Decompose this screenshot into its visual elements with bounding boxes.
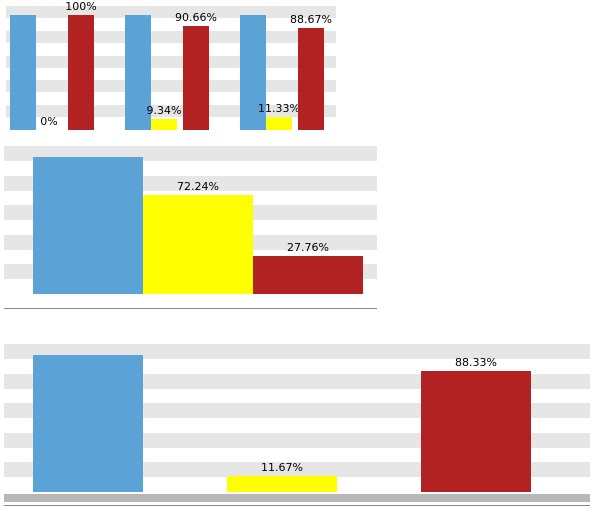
- chart-2-baseline: [4, 308, 377, 309]
- data-label: 9.34%: [146, 104, 182, 117]
- chart-3-axis-bar: [4, 494, 590, 502]
- data-label: 72.24%: [177, 180, 219, 193]
- data-label: 88.33%: [455, 356, 497, 369]
- bar-series-0-group-2: [240, 15, 266, 130]
- chart-1-grouped-bars: 0% 100% 9.34% 90.66% 11.33% 88.67%: [6, 1, 336, 130]
- grid-band: [4, 344, 590, 359]
- bar-series-2-group-2: [298, 28, 324, 130]
- bar-0: [33, 157, 143, 294]
- bar-series-2-group-1: [183, 26, 209, 130]
- bar-1: [227, 476, 337, 492]
- grid-band: [6, 31, 336, 43]
- data-label: 100%: [65, 0, 97, 13]
- bar-series-2-group-0: [68, 15, 94, 130]
- data-label: 11.33%: [258, 102, 300, 115]
- grid-band: [6, 80, 336, 92]
- bar-series-1-group-1: [151, 119, 177, 130]
- bar-series-0-group-1: [125, 15, 151, 130]
- grid-band: [6, 56, 336, 68]
- chart-3-baseline: [4, 505, 590, 506]
- data-label: 90.66%: [175, 11, 217, 24]
- bar-2: [421, 371, 531, 492]
- bar-0: [33, 355, 143, 492]
- chart-3-bars: 11.67% 88.33%: [4, 344, 590, 492]
- bar-1: [143, 195, 253, 294]
- data-label: 0%: [40, 115, 58, 128]
- data-label: 11.67%: [261, 461, 303, 474]
- data-label: 88.67%: [290, 13, 332, 26]
- bar-series-1-group-2: [266, 117, 292, 130]
- data-label: 27.76%: [287, 241, 329, 254]
- bar-2: [253, 256, 363, 294]
- chart-2-bars: 72.24% 27.76%: [4, 146, 377, 294]
- bar-series-0-group-0: [10, 15, 36, 130]
